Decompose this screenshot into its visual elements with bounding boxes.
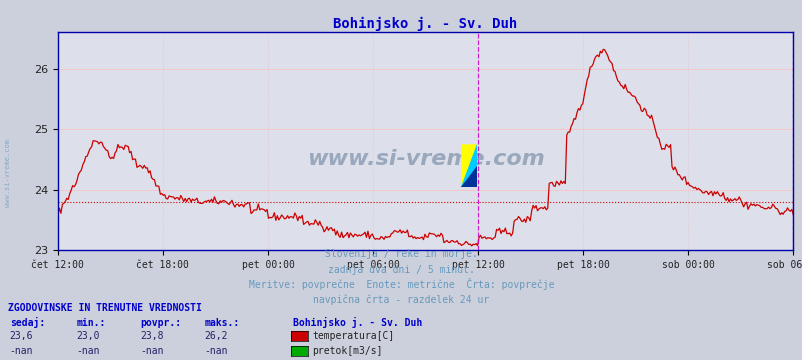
Text: povpr.:: povpr.: bbox=[140, 318, 181, 328]
Text: Slovenija / reke in morje.: Slovenija / reke in morje. bbox=[325, 249, 477, 260]
Text: -nan: -nan bbox=[140, 346, 164, 356]
Text: Bohinjsko j. - Sv. Duh: Bohinjsko j. - Sv. Duh bbox=[293, 317, 422, 328]
Text: www.si-vreme.com: www.si-vreme.com bbox=[306, 149, 544, 169]
Text: sedaj:: sedaj: bbox=[10, 317, 45, 328]
Text: www.si-vreme.com: www.si-vreme.com bbox=[5, 139, 11, 207]
Text: ZGODOVINSKE IN TRENUTNE VREDNOSTI: ZGODOVINSKE IN TRENUTNE VREDNOSTI bbox=[8, 303, 201, 314]
Text: min.:: min.: bbox=[76, 318, 106, 328]
Text: pretok[m3/s]: pretok[m3/s] bbox=[312, 346, 383, 356]
Title: Bohinjsko j. - Sv. Duh: Bohinjsko j. - Sv. Duh bbox=[333, 17, 517, 31]
Text: temperatura[C]: temperatura[C] bbox=[312, 331, 394, 341]
Text: 23,0: 23,0 bbox=[76, 331, 99, 341]
Text: maks.:: maks.: bbox=[205, 318, 240, 328]
Text: 26,2: 26,2 bbox=[205, 331, 228, 341]
Text: Meritve: povprečne  Enote: metrične  Črta: povprečje: Meritve: povprečne Enote: metrične Črta:… bbox=[249, 278, 553, 290]
Polygon shape bbox=[461, 166, 476, 187]
Polygon shape bbox=[461, 144, 476, 187]
Text: -nan: -nan bbox=[205, 346, 228, 356]
Text: -nan: -nan bbox=[10, 346, 33, 356]
Polygon shape bbox=[461, 144, 476, 187]
Text: 23,6: 23,6 bbox=[10, 331, 33, 341]
Text: 23,8: 23,8 bbox=[140, 331, 164, 341]
Text: -nan: -nan bbox=[76, 346, 99, 356]
Text: navpična črta - razdelek 24 ur: navpična črta - razdelek 24 ur bbox=[313, 294, 489, 305]
Text: zadnja dva dni / 5 minut.: zadnja dva dni / 5 minut. bbox=[328, 265, 474, 275]
